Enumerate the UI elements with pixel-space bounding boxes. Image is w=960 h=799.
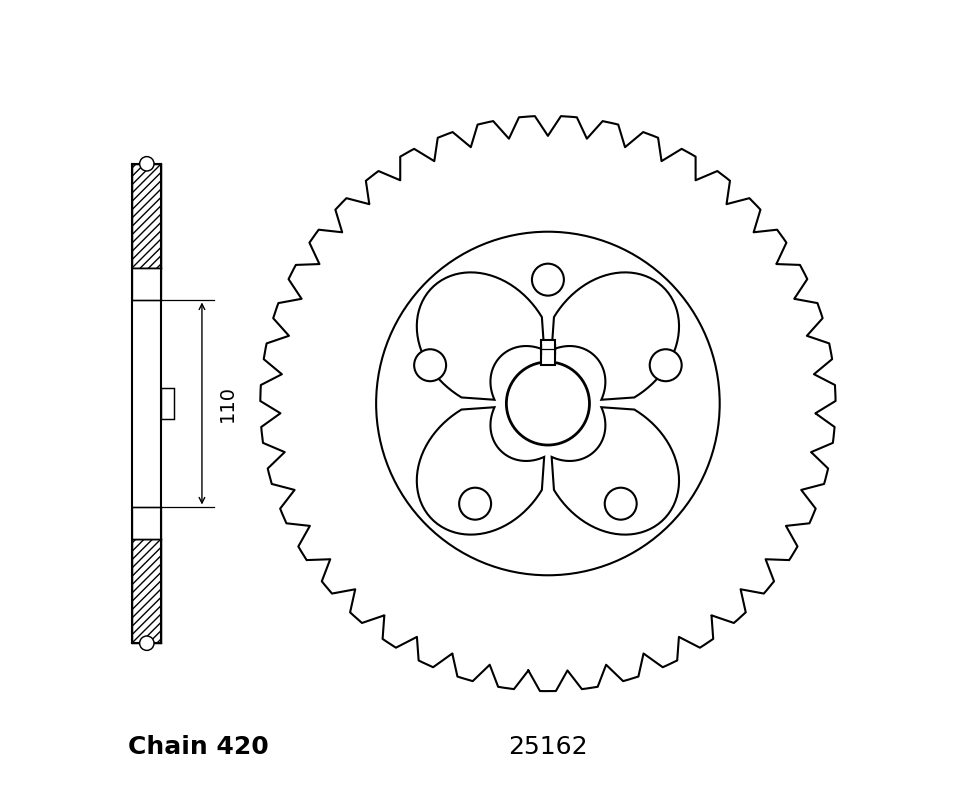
Circle shape bbox=[139, 157, 154, 171]
Bar bbox=[132, 268, 161, 300]
Circle shape bbox=[414, 349, 446, 381]
Bar bbox=[132, 539, 161, 643]
Text: 110: 110 bbox=[218, 385, 237, 422]
Circle shape bbox=[506, 362, 589, 445]
Text: 25162: 25162 bbox=[508, 735, 588, 759]
Bar bbox=[132, 507, 161, 539]
Bar bbox=[132, 164, 161, 643]
Text: 8.5: 8.5 bbox=[544, 301, 568, 316]
Circle shape bbox=[605, 487, 636, 519]
Bar bbox=[541, 340, 555, 365]
Bar bbox=[132, 164, 161, 268]
Circle shape bbox=[650, 349, 682, 381]
Bar bbox=[161, 388, 174, 419]
Text: 125: 125 bbox=[596, 437, 636, 458]
Circle shape bbox=[376, 232, 720, 575]
Circle shape bbox=[459, 487, 492, 519]
Circle shape bbox=[139, 636, 154, 650]
Polygon shape bbox=[260, 116, 835, 691]
Circle shape bbox=[532, 264, 564, 296]
Text: Chain 420: Chain 420 bbox=[129, 735, 269, 759]
